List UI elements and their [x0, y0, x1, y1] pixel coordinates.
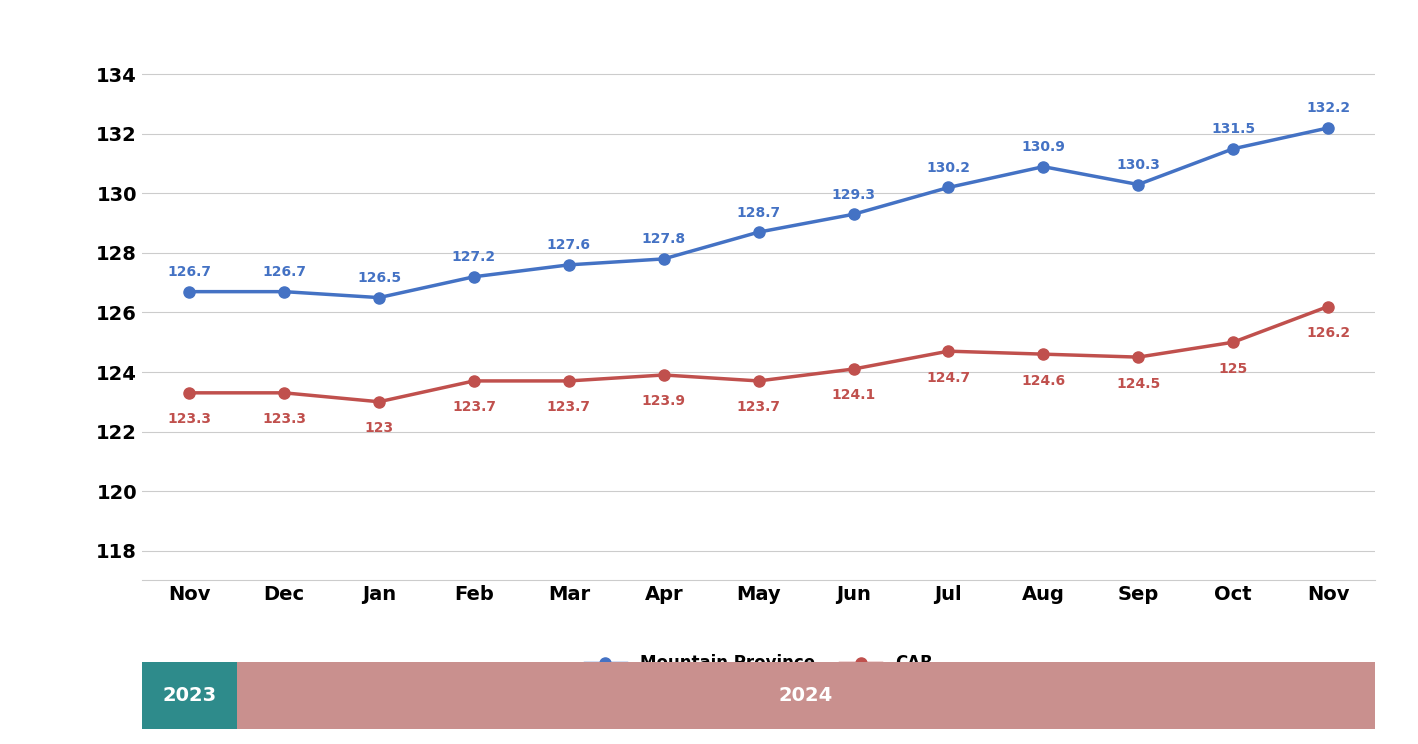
Text: 123.7: 123.7 [547, 400, 591, 414]
Text: 124.5: 124.5 [1116, 376, 1160, 391]
Text: 124.7: 124.7 [926, 371, 970, 385]
Text: 127.8: 127.8 [642, 232, 686, 246]
Text: 126.7: 126.7 [167, 265, 211, 279]
Text: 124.1: 124.1 [831, 388, 876, 403]
Text: 123.9: 123.9 [642, 394, 686, 408]
Text: 130.2: 130.2 [926, 161, 970, 175]
Text: 126.7: 126.7 [262, 265, 306, 279]
Text: 2024: 2024 [778, 686, 834, 705]
Text: 126.5: 126.5 [357, 271, 401, 285]
Text: 131.5: 131.5 [1211, 122, 1255, 136]
Legend: Mountain Province, CAR: Mountain Province, CAR [579, 648, 939, 679]
Text: 130.9: 130.9 [1021, 140, 1065, 154]
Text: 125: 125 [1218, 362, 1248, 376]
Text: 127.2: 127.2 [452, 250, 496, 264]
Text: 123.3: 123.3 [262, 412, 306, 426]
Text: 123.7: 123.7 [452, 400, 496, 414]
Text: 128.7: 128.7 [736, 205, 781, 219]
Text: 124.6: 124.6 [1021, 373, 1065, 388]
Text: 126.2: 126.2 [1306, 326, 1350, 340]
Text: 127.6: 127.6 [547, 238, 591, 252]
Text: 132.2: 132.2 [1306, 101, 1350, 115]
Text: 2023: 2023 [162, 686, 217, 705]
Bar [142, 662, 237, 729]
Text: 123.7: 123.7 [736, 400, 781, 414]
Text: 129.3: 129.3 [831, 187, 875, 202]
Text: 123: 123 [364, 421, 394, 435]
Bar [237, 662, 1375, 729]
Text: 130.3: 130.3 [1116, 158, 1160, 172]
Text: 123.3: 123.3 [167, 412, 211, 426]
